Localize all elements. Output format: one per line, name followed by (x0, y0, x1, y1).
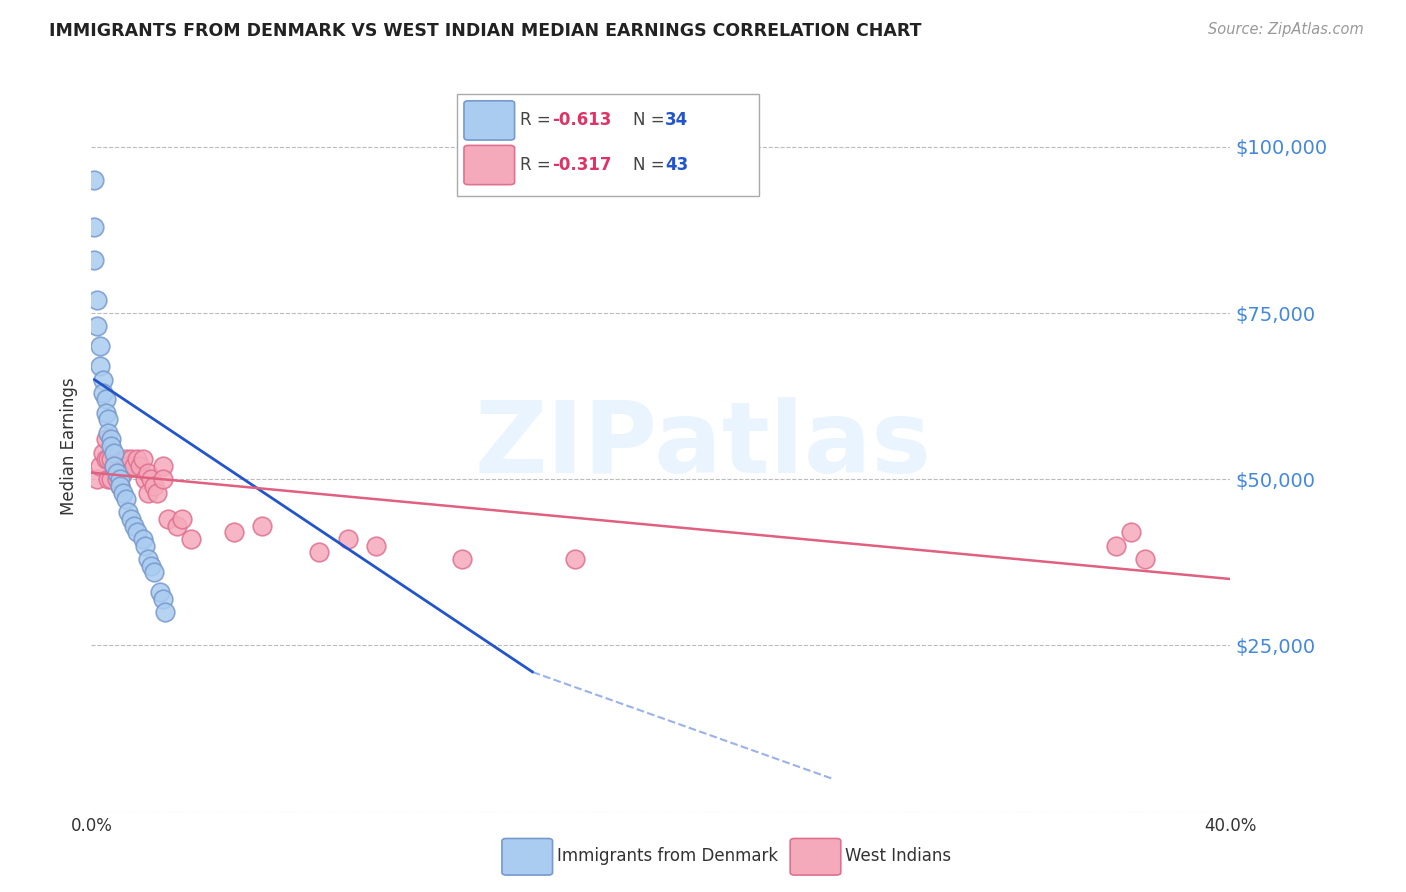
Point (450, 552, 472, 566)
Point (100, 433, 122, 447)
Point (89, 359, 111, 374)
Text: Source: ZipAtlas.com: Source: ZipAtlas.com (1208, 22, 1364, 37)
Point (120, 452, 142, 467)
Point (131, 452, 153, 467)
Text: -0.317: -0.317 (553, 156, 612, 174)
Text: Immigrants from Denmark: Immigrants from Denmark (557, 847, 778, 865)
Text: -0.613: -0.613 (553, 112, 612, 129)
Text: N =: N = (633, 112, 669, 129)
Point (122, 518, 145, 533)
Point (97, 452, 120, 467)
Point (120, 512, 142, 526)
Point (105, 472, 128, 486)
Point (117, 458, 139, 473)
Point (166, 518, 188, 533)
Point (97, 425, 120, 440)
Point (222, 525, 245, 540)
Text: ZIPatlas: ZIPatlas (475, 398, 931, 494)
Point (105, 466, 128, 480)
Point (83, 173, 105, 187)
Point (86, 319, 108, 334)
Point (131, 532, 153, 546)
Point (108, 479, 131, 493)
Point (103, 458, 125, 473)
Text: West Indians: West Indians (845, 847, 950, 865)
Text: R =: R = (520, 156, 557, 174)
Point (108, 466, 131, 480)
Text: IMMIGRANTS FROM DENMARK VS WEST INDIAN MEDIAN EARNINGS CORRELATION CHART: IMMIGRANTS FROM DENMARK VS WEST INDIAN M… (49, 22, 922, 40)
Point (152, 591, 174, 606)
Y-axis label: Median Earnings: Median Earnings (60, 377, 79, 515)
Point (114, 452, 136, 467)
Point (157, 512, 180, 526)
Point (336, 532, 359, 546)
Point (143, 479, 166, 493)
Point (1119, 525, 1142, 540)
Text: N =: N = (633, 156, 669, 174)
Point (83, 252, 105, 267)
Point (89, 339, 111, 353)
Point (172, 512, 194, 526)
Point (141, 472, 163, 486)
Point (134, 472, 156, 486)
Point (1133, 552, 1156, 566)
Point (1105, 539, 1128, 553)
Point (152, 458, 174, 473)
Point (143, 566, 166, 580)
Point (138, 552, 160, 566)
Point (128, 458, 150, 473)
Text: R =: R = (520, 112, 557, 129)
Point (134, 539, 156, 553)
Point (138, 466, 160, 480)
Point (364, 539, 387, 553)
Point (152, 472, 174, 486)
Point (97, 412, 120, 426)
Point (94, 392, 117, 407)
Point (100, 472, 122, 486)
Point (94, 452, 117, 467)
Point (94, 406, 117, 420)
Point (155, 605, 177, 619)
Point (91, 445, 114, 459)
Point (103, 458, 125, 473)
Point (122, 458, 145, 473)
Point (149, 585, 172, 599)
Point (86, 293, 108, 307)
Point (146, 485, 169, 500)
Point (114, 492, 136, 507)
Point (138, 485, 160, 500)
Point (97, 472, 120, 486)
Point (141, 558, 163, 573)
Point (125, 525, 148, 540)
Point (564, 552, 586, 566)
Point (250, 518, 273, 533)
Point (103, 445, 125, 459)
Point (100, 452, 122, 467)
Point (91, 372, 114, 386)
Point (108, 472, 131, 486)
Text: 43: 43 (665, 156, 689, 174)
Point (308, 545, 330, 559)
Point (100, 439, 122, 453)
Point (180, 532, 202, 546)
Point (91, 385, 114, 400)
Point (111, 466, 134, 480)
Point (94, 433, 117, 447)
Point (117, 506, 139, 520)
Point (86, 472, 108, 486)
Point (125, 452, 148, 467)
Point (83, 219, 105, 234)
Text: 34: 34 (665, 112, 689, 129)
Point (108, 479, 131, 493)
Point (111, 485, 134, 500)
Point (89, 458, 111, 473)
